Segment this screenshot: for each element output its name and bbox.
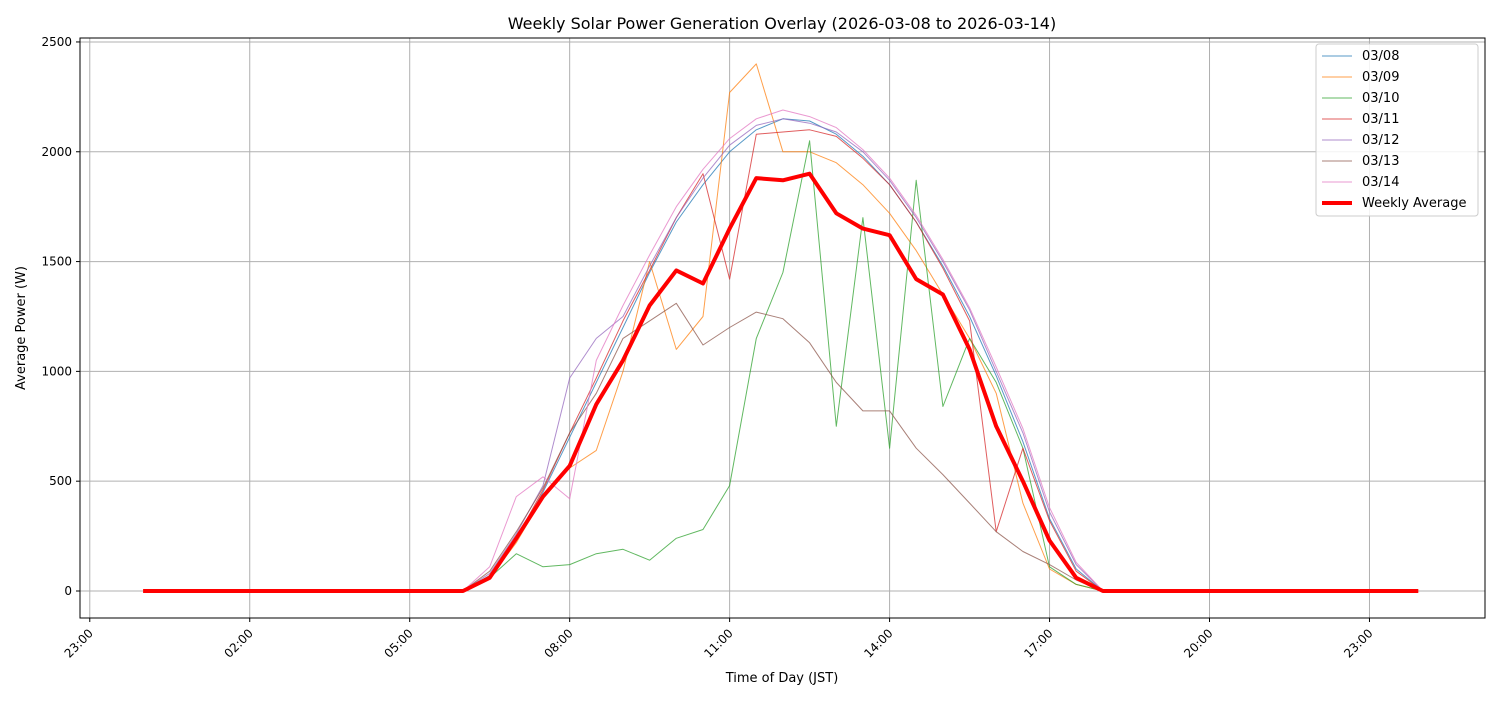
series-line-03-13 [143, 302, 1419, 592]
legend-label: 03/09 [1362, 70, 1399, 85]
y-tick-label: 0 [64, 584, 72, 598]
y-axis-ticks: 0 500 1000 1500 2000 2500 [41, 35, 80, 598]
legend-label: 03/14 [1362, 175, 1399, 190]
series-line-03-11 [143, 129, 1419, 592]
y-tick-label: 1500 [41, 255, 72, 269]
y-axis-label: Average Power (W) [14, 266, 29, 390]
series-line-03-08 [143, 118, 1419, 592]
grid [80, 38, 1485, 618]
y-tick-label: 2500 [41, 35, 72, 49]
x-axis-label: Time of Day (JST) [725, 671, 839, 686]
series-line-03-10 [143, 140, 1419, 592]
chart-title: Weekly Solar Power Generation Overlay (2… [508, 14, 1056, 33]
x-axis-ticks: 23:00 02:00 05:00 08:00 11:00 14:00 17:00 20:00… [62, 618, 1376, 661]
legend-label: 03/11 [1362, 112, 1399, 127]
x-tick-label: 23:00 [62, 626, 96, 660]
y-tick-label: 1000 [41, 364, 72, 378]
x-tick-label: 23:00 [1341, 626, 1375, 660]
series-line-weekly-average [143, 171, 1419, 593]
plot-frame [79, 37, 1486, 619]
legend: 03/08 03/09 03/10 03/11 03/12 03/13 03/14 Weekl… [1315, 43, 1479, 217]
series-line-03-09 [143, 63, 1419, 592]
series-lines [143, 63, 1419, 593]
y-tick-label: 500 [49, 474, 72, 488]
legend-label: Weekly Average [1362, 196, 1466, 211]
x-tick-label: 17:00 [1021, 626, 1055, 660]
x-tick-label: 08:00 [541, 626, 575, 660]
legend-label: 03/13 [1362, 154, 1399, 169]
legend-box [1315, 43, 1479, 217]
x-tick-label: 05:00 [381, 626, 415, 660]
legend-label: 03/08 [1362, 49, 1399, 64]
x-tick-label: 14:00 [861, 626, 895, 660]
x-tick-label: 11:00 [701, 626, 735, 660]
series-line-03-12 [143, 118, 1419, 592]
series-line-03-14 [143, 109, 1419, 592]
legend-label: 03/10 [1362, 91, 1399, 106]
x-tick-label: 20:00 [1181, 626, 1215, 660]
y-tick-label: 2000 [41, 145, 72, 159]
legend-label: 03/12 [1362, 133, 1399, 148]
x-tick-label: 02:00 [221, 626, 255, 660]
